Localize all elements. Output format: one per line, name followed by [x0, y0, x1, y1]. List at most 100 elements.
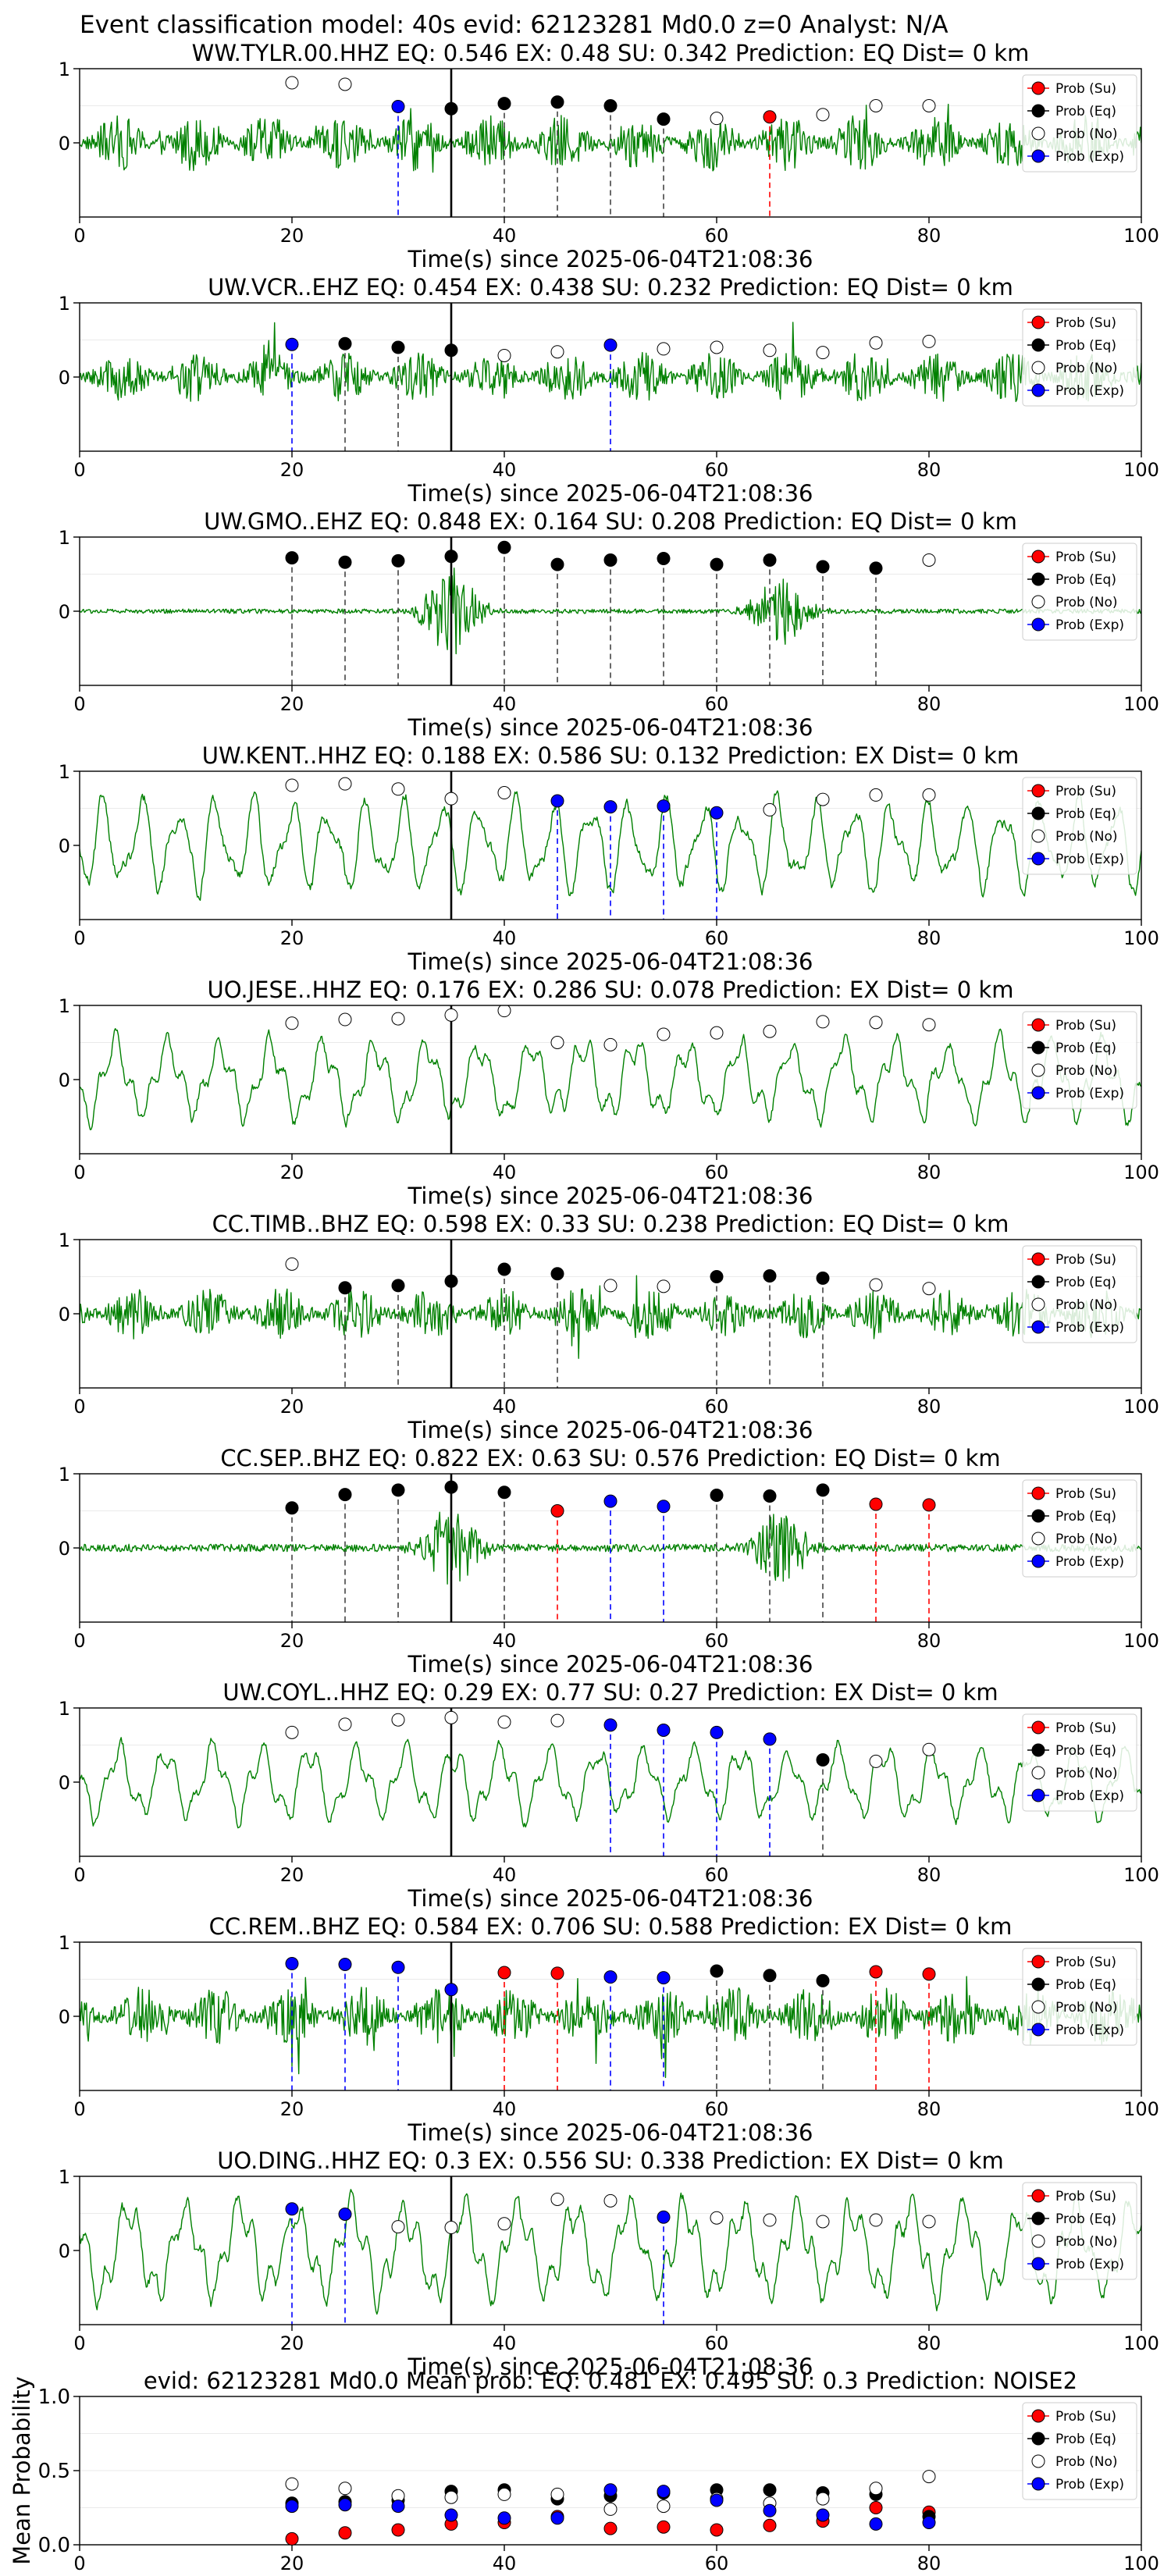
prob-marker-exp — [657, 1724, 671, 1737]
panel-title: CC.SEP..BHZ EQ: 0.822 EX: 0.63 SU: 0.576… — [220, 1445, 1000, 1471]
legend-label: Prob (Su) — [1055, 315, 1116, 331]
prob-marker-eq — [550, 557, 564, 571]
prob-marker-no — [869, 99, 883, 112]
x-axis-label: Time(s) since 2025-06-04T21:08:36 — [408, 246, 813, 272]
mean-prob-marker-su — [657, 2520, 671, 2534]
x-tick-label: 20 — [280, 1864, 304, 1886]
prob-marker-exp — [603, 800, 618, 814]
prob-marker-su — [763, 110, 777, 124]
x-tick-label: 100 — [1123, 693, 1159, 715]
y-tick-label: 0 — [59, 1069, 70, 1091]
prob-marker-eq — [338, 555, 352, 569]
prob-marker-eq — [391, 553, 405, 568]
y-tick-label: 1 — [59, 1698, 70, 1720]
prob-marker-su — [869, 1497, 883, 1511]
prob-marker-exp — [710, 1725, 724, 1739]
prob-marker-exp — [710, 806, 724, 820]
x-tick-label: 60 — [705, 225, 729, 247]
x-tick-label: 100 — [1123, 1630, 1159, 1652]
prob-marker-no — [922, 2215, 936, 2229]
prob-marker-exp — [444, 1983, 458, 1997]
waveform-trace — [80, 1275, 1141, 1359]
x-tick-label: 80 — [917, 1864, 941, 1886]
mean-prob-marker-exp — [497, 2511, 511, 2525]
prob-marker-no — [763, 2213, 777, 2227]
legend-marker — [1031, 617, 1045, 632]
panel-title: CC.TIMB..BHZ EQ: 0.598 EX: 0.33 SU: 0.23… — [212, 1211, 1009, 1237]
legend-label: Prob (Eq) — [1055, 2211, 1116, 2227]
x-tick-label: 0 — [73, 1864, 85, 1886]
prob-marker-eq — [710, 557, 724, 571]
x-tick-label: 80 — [917, 1396, 941, 1418]
legend-box — [1022, 1479, 1137, 1578]
legend-box — [1022, 1245, 1137, 1343]
mean-prob-marker-exp — [657, 2485, 671, 2499]
prob-marker-exp — [603, 1970, 618, 1984]
plot-area — [80, 537, 1141, 685]
plot-area — [80, 69, 1141, 217]
x-tick-label: 20 — [280, 225, 304, 247]
prob-marker-no — [550, 345, 564, 359]
prob-marker-no — [763, 1024, 777, 1038]
y-tick-label: 0 — [59, 1304, 70, 1325]
legend-box — [1022, 308, 1137, 407]
x-tick-label: 60 — [705, 1864, 729, 1886]
mean-prob-marker-no — [444, 2490, 458, 2504]
legend-label: Prob (Eq) — [1055, 1041, 1116, 1056]
prob-marker-eq — [391, 340, 405, 354]
plot-area — [80, 2176, 1141, 2325]
prob-marker-no — [550, 1713, 564, 1727]
panel-title: UW.KENT..HHZ EQ: 0.188 EX: 0.586 SU: 0.1… — [202, 742, 1019, 769]
prob-marker-no — [338, 1717, 352, 1731]
legend-label: Prob (Eq) — [1055, 1977, 1116, 1993]
legend-box — [1022, 1011, 1137, 1109]
x-tick-label: 80 — [917, 2332, 941, 2354]
prob-marker-exp — [657, 1971, 671, 1985]
legend-label: Prob (No) — [1055, 2234, 1118, 2250]
legend-marker — [1031, 361, 1045, 375]
legend-label: Prob (No) — [1055, 2454, 1118, 2470]
x-tick-label: 60 — [705, 693, 729, 715]
y-tick-label: 0 — [59, 133, 70, 155]
mean-prob-marker-eq — [763, 2483, 777, 2497]
x-tick-label: 20 — [280, 693, 304, 715]
prob-marker-no — [285, 778, 299, 792]
x-axis-label: Time(s) since 2025-06-04T21:08:36 — [408, 948, 813, 975]
legend-label: Prob (Eq) — [1055, 2432, 1116, 2447]
legend-label: Prob (Su) — [1055, 2189, 1116, 2204]
y-tick-label: 1 — [59, 1932, 70, 1954]
mean-prob-marker-no — [922, 2470, 936, 2484]
legend-marker — [1031, 1041, 1045, 1055]
axes-frame — [79, 1239, 1142, 1389]
x-tick-label: 100 — [1123, 2098, 1159, 2120]
legend-label: Prob (No) — [1055, 361, 1118, 376]
x-tick-label: 80 — [917, 459, 941, 481]
legend-marker — [1031, 1720, 1045, 1735]
x-tick-label: 40 — [493, 2098, 517, 2120]
x-tick-label: 60 — [705, 2098, 729, 2120]
legend-label: Prob (Su) — [1055, 1018, 1116, 1034]
mean-prob-marker-exp — [338, 2498, 352, 2512]
legend-label: Prob (Exp) — [1055, 1788, 1124, 1804]
figure-suptitle: Event classification model: 40s evid: 62… — [80, 11, 949, 39]
prob-marker-exp — [285, 2202, 299, 2216]
prob-marker-su — [869, 1965, 883, 1979]
x-tick-label: 40 — [493, 2553, 517, 2574]
waveform-trace — [80, 2189, 1141, 2315]
mean-prob-marker-exp — [444, 2508, 458, 2522]
legend-marker — [1031, 1977, 1045, 1991]
prob-marker-no — [285, 76, 299, 90]
prob-marker-eq — [497, 1262, 511, 1276]
x-tick-label: 20 — [280, 2098, 304, 2120]
legend-label: Prob (Su) — [1055, 2409, 1116, 2425]
prob-marker-no — [391, 782, 405, 796]
prob-marker-no — [497, 786, 511, 800]
prob-marker-no — [816, 108, 830, 122]
legend-marker — [1031, 1018, 1045, 1032]
prob-marker-no — [285, 1725, 299, 1739]
prob-marker-eq — [391, 1279, 405, 1293]
prob-marker-exp — [285, 337, 299, 351]
legend-label: Prob (Exp) — [1055, 1554, 1124, 1570]
prob-marker-no — [763, 802, 777, 817]
prob-marker-su — [922, 1498, 936, 1512]
